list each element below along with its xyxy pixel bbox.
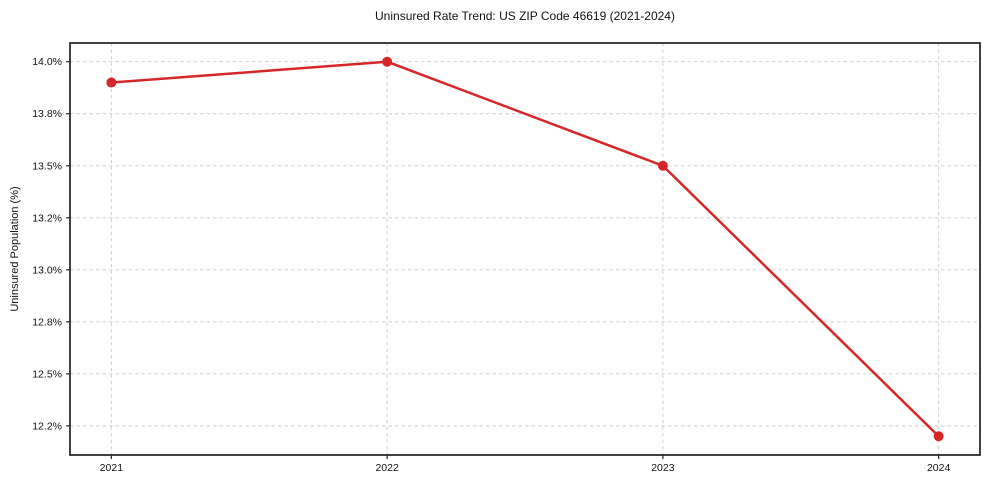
y-tick-label: 12.5% — [32, 368, 62, 380]
y-tick-label: 13.8% — [32, 108, 62, 120]
data-point-marker — [106, 77, 117, 88]
y-tick-label: 12.8% — [32, 316, 62, 328]
y-tick-label: 13.2% — [32, 212, 62, 224]
trend-line — [110, 60, 940, 438]
x-tick-label: 2023 — [651, 462, 675, 474]
data-point-marker — [933, 431, 944, 442]
x-tick-label: 2022 — [375, 462, 399, 474]
x-tick-label: 2024 — [927, 462, 951, 474]
y-tick-label: 13.0% — [32, 264, 62, 276]
y-tick-label: 13.5% — [32, 160, 62, 172]
chart-title: Uninsured Rate Trend: US ZIP Code 46619 … — [375, 9, 675, 23]
x-tick-label: 2021 — [100, 462, 124, 474]
data-point-marker — [657, 160, 668, 171]
y-tick-label: 14.0% — [32, 56, 62, 68]
axes-frame — [69, 42, 981, 456]
data-point-marker — [382, 56, 393, 67]
y-tick-label: 12.2% — [32, 420, 62, 432]
